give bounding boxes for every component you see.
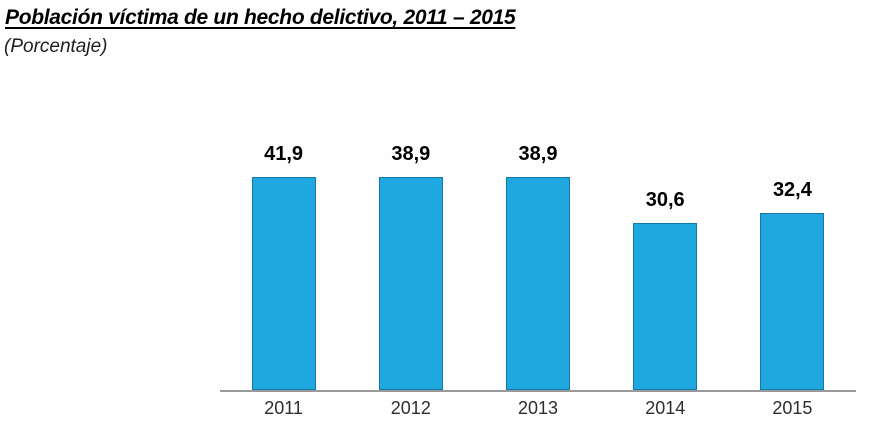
bar-column-2013: 38,9 [474,144,601,390]
x-axis-label-2015: 2015 [772,398,813,418]
bar-column-2012: 38,9 [347,144,474,390]
x-axis-label-2013: 2013 [517,398,559,418]
x-axis-label-2011: 2011 [264,398,303,418]
bar-2011 [251,177,316,390]
bar-2015 [760,213,825,390]
bars-container: 41,9 38,9 38,9 30,6 32,4 [220,144,856,390]
bar-chart-plot-area: 41,9 38,9 38,9 30,6 32,4 2011 2012 2013 2014 201… [220,144,856,434]
chart-title: Población víctima de un hecho delictivo,… [5,6,516,29]
x-axis-label-2012: 2012 [390,398,431,418]
bar-2012 [378,177,443,390]
bar-column-2015: 32,4 [729,144,856,390]
chart-subtitle: (Porcentaje) [4,36,108,57]
bar-2014 [633,223,698,390]
bar-value-label: 38,9 [391,143,431,165]
bar-value-label: 41,9 [264,143,304,165]
x-axis-tick-labels: 2011 2012 2013 2014 2015 [220,399,856,417]
bar-2013 [506,177,570,390]
bar-column-2011: 41,9 [220,144,347,390]
x-axis-line [220,390,856,392]
bar-column-2014: 30,6 [602,144,729,390]
bar-value-label: 38,9 [518,143,558,165]
bar-value-label: 32,4 [772,179,812,201]
bar-value-label: 30,6 [645,189,685,211]
x-axis-label-2014: 2014 [645,398,686,418]
